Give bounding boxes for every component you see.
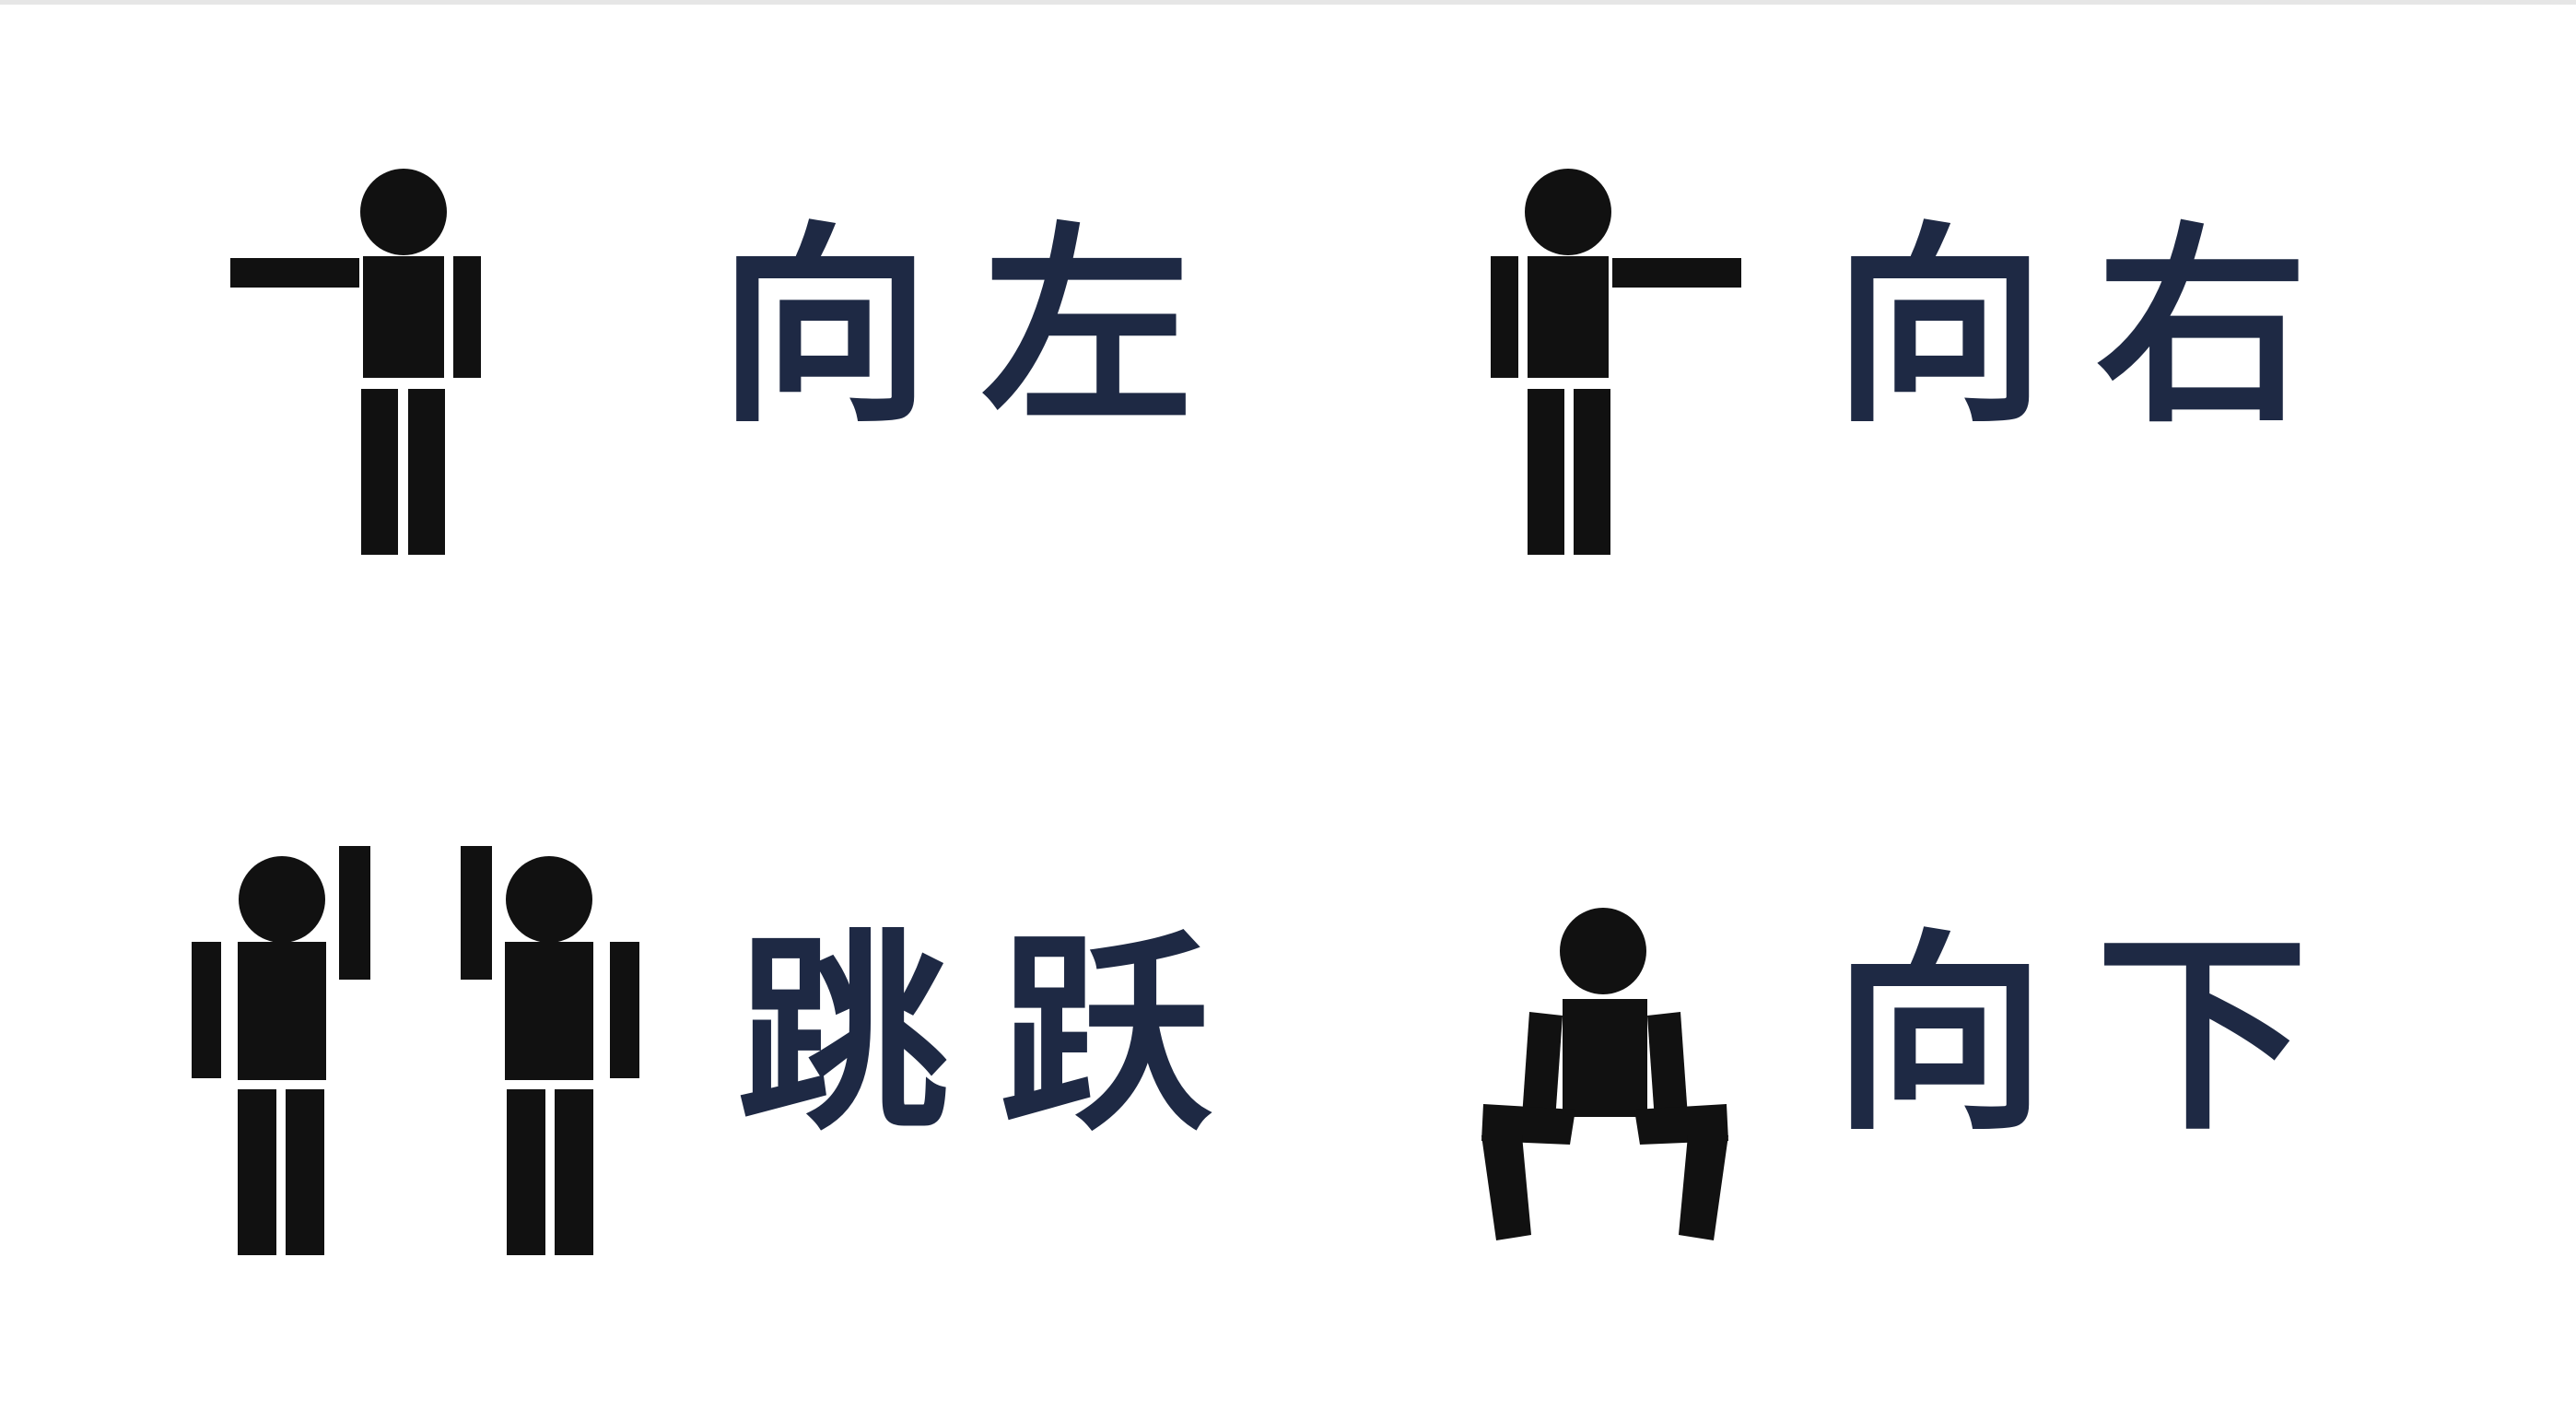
person-squatting-icon xyxy=(1481,908,1728,1240)
gesture-label-right: 向右 xyxy=(1833,206,2359,452)
person-pointing-left-icon xyxy=(230,169,481,555)
top-divider xyxy=(0,0,2576,5)
person-pointing-right-icon xyxy=(1491,169,1741,555)
gesture-label-jump: 跳跃 xyxy=(737,913,1262,1159)
gesture-label-down: 向下 xyxy=(1833,913,2359,1159)
gesture-label-left: 向左 xyxy=(719,206,1244,452)
persons-arms-raised-icon xyxy=(192,846,639,1255)
